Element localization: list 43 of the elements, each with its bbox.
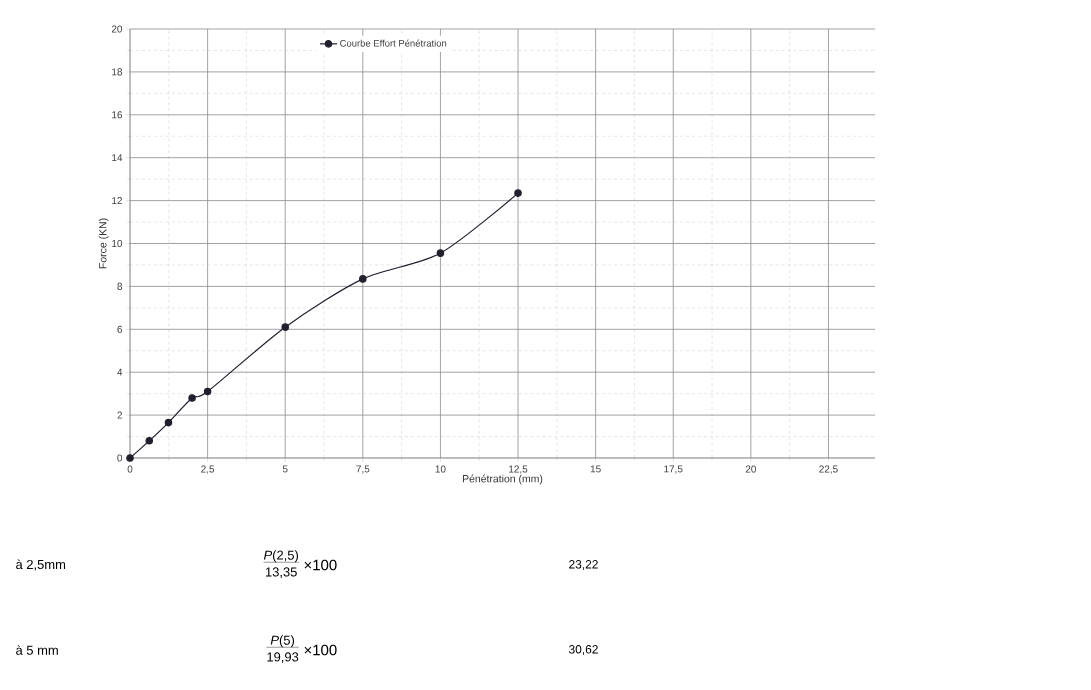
point (188, 394, 196, 402)
x-tick-label: 7,5 (356, 465, 370, 474)
text: à 2,5mm (16, 559, 66, 571)
text: ×100 (304, 559, 337, 571)
point (514, 189, 522, 197)
y-tick-label: 14 (112, 154, 123, 162)
y-tick-label: 2 (117, 411, 122, 419)
text: 19,93 (267, 652, 299, 664)
point (203, 387, 212, 396)
y-tick-label: 10 (112, 239, 123, 248)
y-tick-label: 8 (117, 282, 123, 290)
point (436, 249, 445, 257)
y-axis-title: Force (KN) (98, 218, 109, 269)
text: à 5 mm (16, 645, 58, 655)
x-tick-label: 2,5 (201, 465, 215, 474)
x-tick-label: 17,5 (664, 465, 683, 474)
y-tick-label: 6 (117, 325, 123, 333)
y-tick-label: 20 (111, 25, 123, 33)
text: 23,22 (569, 560, 598, 570)
x-tick-label: 5 (282, 465, 288, 473)
x-tick-label: 10 (435, 465, 446, 473)
y-tick-label: 16 (112, 111, 123, 119)
text: P(2,5) (263, 550, 299, 563)
x-tick-label: 12,5 (509, 465, 528, 474)
point (145, 437, 154, 445)
x-tick-label: 0 (127, 465, 133, 473)
point (164, 418, 173, 427)
x-tick-label: 22,5 (819, 465, 838, 474)
text: 30,62 (568, 645, 598, 655)
x-tick-label: 20 (745, 465, 756, 473)
y-tick-label: 0 (117, 454, 123, 462)
text: P(5) (270, 635, 295, 648)
text: 13,35 (265, 567, 297, 579)
y-tick-label: 12 (112, 197, 122, 205)
y-tick-label: 18 (112, 68, 123, 76)
point (281, 323, 289, 331)
y-tick-label: 4 (117, 368, 123, 376)
point (126, 454, 134, 462)
text: ×100 (304, 644, 337, 656)
point (359, 275, 367, 283)
x-axis-title: Pénétration (mm) (462, 474, 543, 485)
x-tick-label: 15 (590, 465, 601, 473)
legend-label: Courbe Effort Pénétration (340, 39, 447, 47)
